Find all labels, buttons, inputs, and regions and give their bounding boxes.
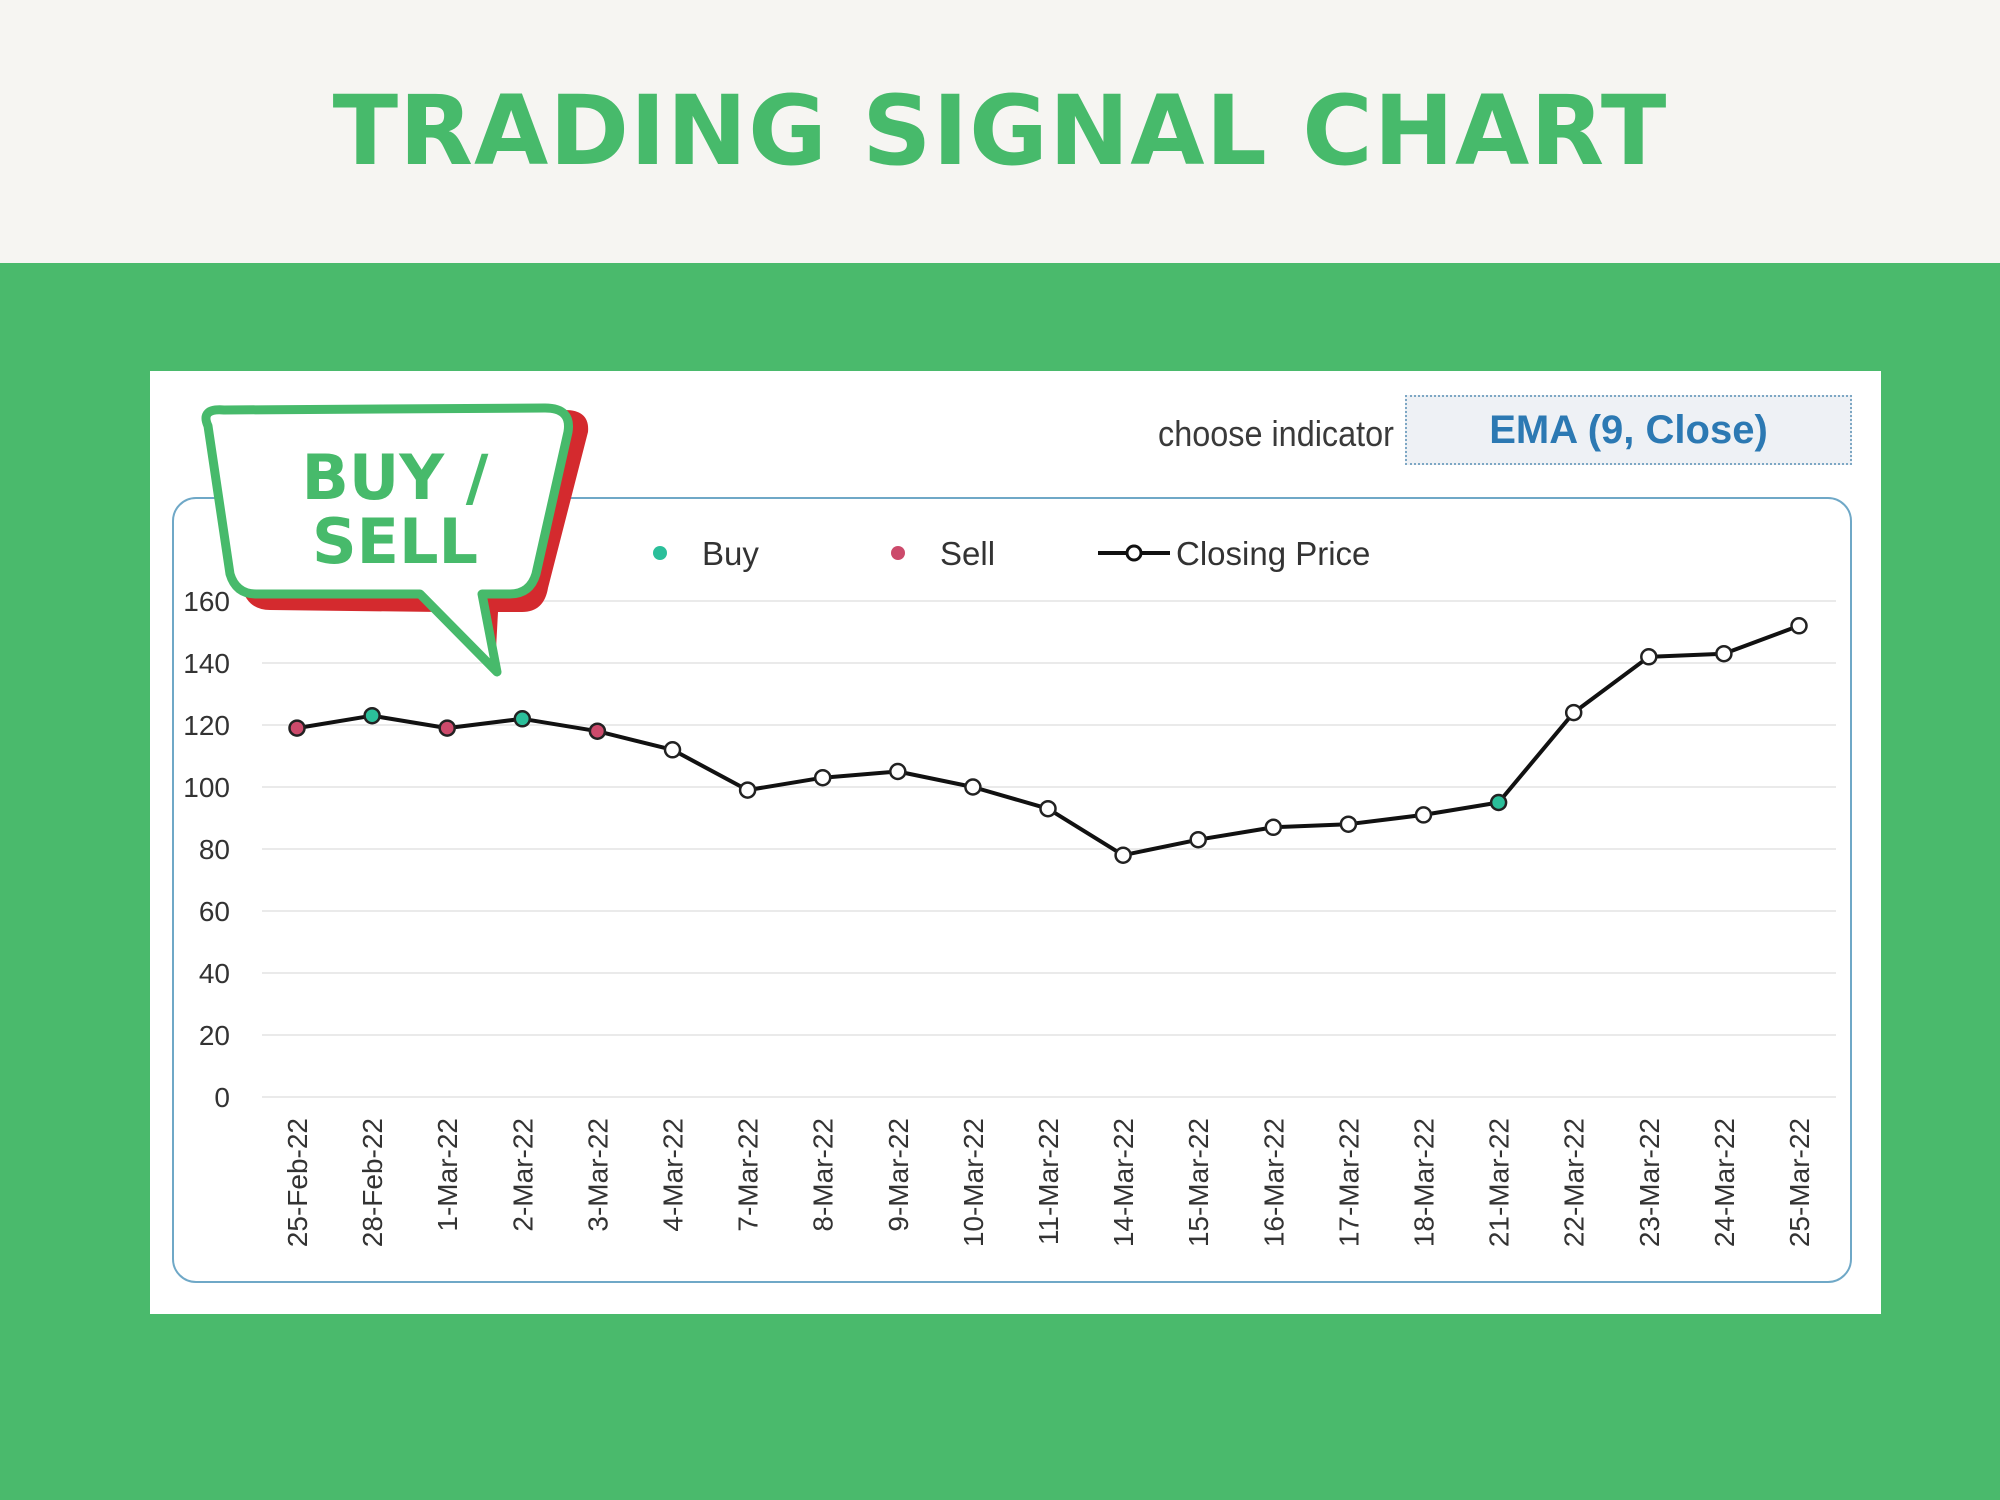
legend-line-point: [1125, 544, 1143, 562]
closing-price-point: [1264, 818, 1283, 837]
x-tick-label: 4-Mar-22: [658, 1118, 689, 1232]
line-layer: [296, 623, 1800, 858]
closing-price-point: [1790, 617, 1808, 635]
legend-closing-label: Closing Price: [1176, 535, 1370, 572]
buy-sell-callout: BUY / SELL: [201, 403, 589, 677]
legend-sell-label: Sell: [940, 535, 995, 572]
x-tick-label: 17-Mar-22: [1333, 1118, 1364, 1247]
closing-price-point: [1564, 703, 1583, 722]
closing-price-point: [1039, 799, 1057, 818]
closing-price-point: [1339, 815, 1358, 833]
closing-price-point: [738, 781, 757, 799]
closing-price-point: [663, 741, 682, 759]
buy-signal-point: [1489, 793, 1508, 812]
y-tick-label: 100: [183, 772, 230, 803]
x-tick-label: 9-Mar-22: [883, 1118, 914, 1232]
buy-signal-point: [513, 710, 532, 728]
closing-price-point: [1189, 830, 1207, 849]
y-axis-ticks: 0 20 40 60 80 100 120 140 160: [183, 586, 230, 1113]
callout-line-2: SELL: [312, 505, 478, 578]
legend-sell-marker: [891, 546, 905, 560]
x-tick-label: 2-Mar-22: [507, 1118, 538, 1232]
legend-buy-label: Buy: [702, 535, 759, 572]
sell-signal-point: [438, 719, 456, 737]
x-tick-label: 21-Mar-22: [1484, 1118, 1515, 1247]
closing-price-point: [1640, 648, 1658, 666]
y-tick-label: 20: [199, 1020, 230, 1051]
x-tick-label: 11-Mar-22: [1033, 1118, 1064, 1245]
x-tick-label: 22-Mar-22: [1559, 1118, 1590, 1247]
y-tick-label: 40: [199, 958, 230, 989]
header-band: TRADING SIGNAL CHART: [0, 0, 2000, 263]
indicator-label: choose indicator: [1158, 413, 1394, 454]
y-tick-label: 80: [199, 834, 230, 865]
y-tick-label: 0: [214, 1082, 230, 1113]
x-tick-label: 10-Mar-22: [958, 1118, 989, 1247]
x-axis-ticks: 25-Feb-22 28-Feb-22 1-Mar-22 2-Mar-22 3-Mar-…: [282, 1118, 1815, 1247]
x-tick-label: 23-Mar-22: [1634, 1118, 1665, 1247]
callout-bubble: [201, 403, 573, 677]
y-tick-label: 60: [199, 896, 230, 927]
x-tick-label: 24-Mar-22: [1709, 1118, 1740, 1247]
x-tick-label: 15-Mar-22: [1183, 1118, 1214, 1247]
legend: Buy Sell Closing Price: [653, 535, 1370, 572]
x-tick-label: 18-Mar-22: [1409, 1118, 1440, 1247]
legend-buy-marker: [653, 546, 667, 560]
x-tick-label: 1-Mar-22: [432, 1118, 463, 1232]
page-title: TRADING SIGNAL CHART: [332, 75, 1668, 187]
x-tick-label: 14-Mar-22: [1108, 1118, 1139, 1247]
x-tick-label: 25-Mar-22: [1784, 1118, 1815, 1247]
point-layer: [288, 617, 1808, 864]
x-tick-label: 16-Mar-22: [1258, 1118, 1289, 1247]
closing-price-point: [889, 762, 907, 781]
sell-signal-point: [288, 719, 306, 737]
x-tick-label: 28-Feb-22: [357, 1118, 388, 1247]
closing-price-point: [964, 778, 982, 796]
chart-frame: [172, 497, 1852, 1283]
x-tick-label: 25-Feb-22: [282, 1118, 313, 1247]
closing-price-point: [1414, 806, 1433, 824]
buy-signal-point: [363, 706, 381, 725]
y-tick-label: 120: [183, 710, 230, 741]
x-tick-label: 7-Mar-22: [733, 1118, 764, 1232]
x-tick-label: 3-Mar-22: [582, 1118, 613, 1232]
closing-price-point: [1114, 846, 1132, 864]
closing-price-point: [1715, 644, 1733, 663]
y-tick-label: 140: [183, 648, 230, 679]
indicator-dropdown[interactable]: EMA (9, Close): [1405, 395, 1852, 465]
callout-line-1: BUY /: [302, 441, 489, 514]
closing-price-point: [813, 768, 832, 787]
sell-signal-point: [588, 722, 607, 740]
closing-price-line: [296, 623, 1800, 858]
x-tick-label: 8-Mar-22: [808, 1118, 839, 1232]
y-tick-label: 160: [183, 586, 230, 617]
